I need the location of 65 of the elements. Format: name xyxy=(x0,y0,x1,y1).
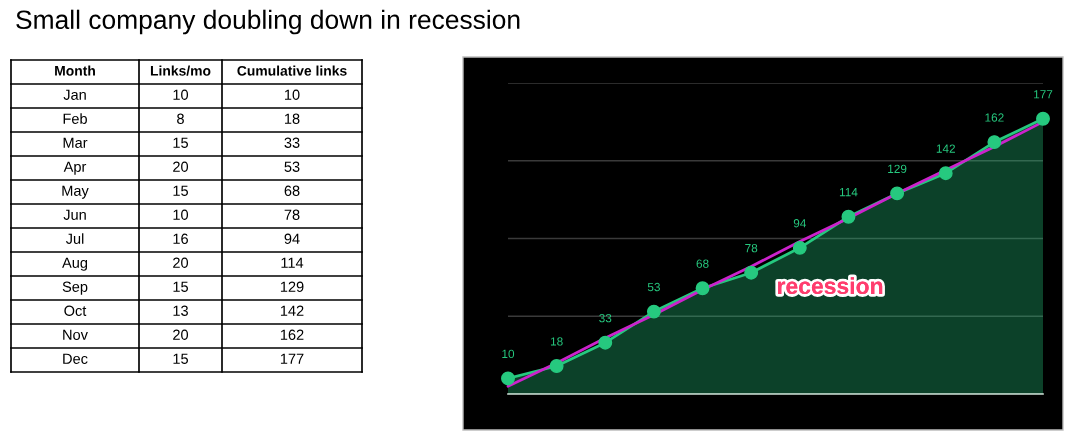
category-label: Aug xyxy=(62,257,88,271)
text: Month xyxy=(55,65,95,76)
data-label: 177 xyxy=(1034,90,1053,99)
data-label: 33 xyxy=(599,313,612,323)
data-label: 129 xyxy=(888,164,907,174)
category-label: Oct xyxy=(64,305,87,316)
text: Cumulative links xyxy=(237,65,347,76)
data-label: 78 xyxy=(284,209,300,220)
data-label: 10 xyxy=(285,89,300,100)
data-label: 142 xyxy=(280,305,304,316)
category-label: Jan xyxy=(63,89,86,100)
point xyxy=(890,186,905,201)
data-label: 68 xyxy=(696,259,709,268)
category-label: Jun xyxy=(63,209,86,220)
data-label: 53 xyxy=(647,282,660,292)
text: Small company doubling down in recession xyxy=(16,9,520,35)
data-label: 16 xyxy=(173,233,188,244)
point xyxy=(987,135,1002,150)
data-label: 10 xyxy=(173,209,189,220)
data-label: 114 xyxy=(839,188,858,197)
data-label: 94 xyxy=(284,233,300,244)
point xyxy=(744,265,759,280)
data-label: 68 xyxy=(284,185,300,196)
point xyxy=(646,304,661,319)
data-label: 142 xyxy=(936,144,955,153)
data-label: 53 xyxy=(284,161,300,172)
point xyxy=(598,335,613,350)
annotation: recession xyxy=(778,277,883,295)
data-label: 114 xyxy=(281,257,304,268)
data-label: 10 xyxy=(173,89,189,100)
data-label: 15 xyxy=(173,353,188,364)
data-label: 20 xyxy=(173,257,189,268)
point xyxy=(695,281,710,296)
point xyxy=(792,240,807,255)
category-label: Jul xyxy=(65,233,84,244)
point xyxy=(549,359,564,373)
data-label: 94 xyxy=(793,219,807,228)
data-label: 78 xyxy=(745,243,758,253)
data-label: 162 xyxy=(280,329,304,340)
data-label: 13 xyxy=(173,305,188,316)
data-label: 20 xyxy=(173,329,189,340)
point xyxy=(938,166,953,181)
data-label: 15 xyxy=(173,281,188,292)
data-label: 10 xyxy=(502,349,515,359)
category-label: Dec xyxy=(63,353,88,364)
data-label: 129 xyxy=(280,281,304,292)
point xyxy=(501,371,515,386)
data-label: 18 xyxy=(285,113,300,124)
point xyxy=(1036,111,1050,126)
category-label: May xyxy=(62,185,89,199)
category-label: Apr xyxy=(63,161,87,175)
point xyxy=(841,209,856,224)
category-label: Feb xyxy=(63,113,87,124)
data-label: 162 xyxy=(985,113,1004,122)
data-label: 8 xyxy=(177,113,184,124)
text: Links/mo xyxy=(150,65,211,76)
category-label: Sep xyxy=(62,281,88,295)
category-label: Mar xyxy=(63,137,88,148)
data-label: 20 xyxy=(173,161,189,172)
data-label: 15 xyxy=(173,185,188,196)
data-label: 18 xyxy=(550,337,563,346)
data-label: 15 xyxy=(173,137,188,148)
data-label: 33 xyxy=(284,137,300,148)
category-label: Nov xyxy=(63,329,88,340)
data-label: 177 xyxy=(280,353,304,364)
